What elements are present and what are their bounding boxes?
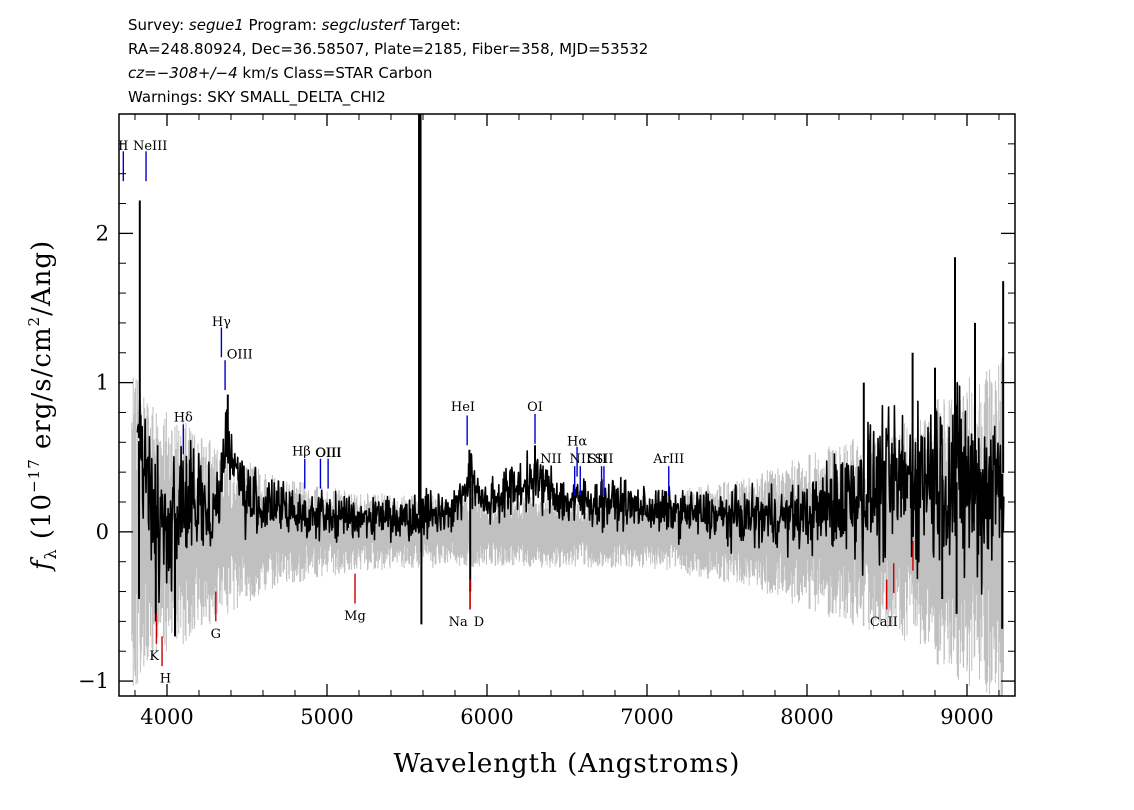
emission-line-label: OI	[527, 400, 543, 415]
emission-line-label: NII	[540, 452, 562, 467]
y-tick-label: 0	[96, 520, 109, 544]
emission-line-label: Hβ	[292, 445, 311, 460]
emission-line-label: Hδ	[174, 410, 193, 425]
absorption-line-label: Mg	[344, 609, 366, 624]
error-spectrum	[131, 357, 1004, 696]
absorption-line-label: K	[149, 649, 159, 664]
absorption-line-label: CaII	[870, 615, 898, 630]
header-line-2: RA=248.80924, Dec=36.58507, Plate=2185, …	[128, 40, 648, 58]
emission-line-label: Hα	[567, 434, 587, 449]
emission-line-label: OIII	[315, 446, 341, 461]
x-tick-label: 6000	[460, 705, 513, 729]
flux-line	[136, 381, 1005, 604]
absorption-line-label: H	[160, 672, 171, 687]
header-line-1: Survey: segue1 Program: segclusterf Targ…	[128, 16, 461, 34]
x-tick-label: 9000	[940, 705, 993, 729]
y-axis-label: fλ (10−17 erg/s/cm2/Ang)	[25, 240, 60, 572]
header-line-4: Warnings: SKY SMALL_DELTA_CHI2	[128, 88, 386, 107]
emission-line-label: NII	[569, 452, 591, 467]
x-tick-label: 8000	[780, 705, 833, 729]
absorption-line-label: Na	[449, 615, 468, 630]
y-tick-label: 2	[96, 221, 109, 245]
x-tick-label: 4000	[140, 705, 193, 729]
emission-line-label: II	[118, 139, 128, 154]
emission-line-label: SII	[588, 452, 607, 467]
emission-line-label: NeIII	[133, 139, 167, 154]
emission-line-label: ArIII	[652, 452, 684, 467]
plot-frame	[118, 113, 1016, 697]
flux-spectrum	[136, 114, 1005, 637]
emission-line-label: OIII	[316, 446, 342, 461]
header: Survey: segue1 Program: segclusterf Targ…	[128, 16, 648, 107]
header-line-3: cz=−308+/−4 km/s Class=STAR Carbon	[128, 64, 432, 82]
x-tick-label: 5000	[300, 705, 353, 729]
y-tick-label: 1	[96, 371, 109, 395]
emission-line-label: SII	[594, 452, 613, 467]
y-tick-label: −1	[78, 669, 109, 693]
axis-ticks: 4000 5000 6000 7000 8000 9000 −1 0 1 2	[78, 114, 1015, 729]
error-envelope	[131, 357, 1004, 696]
x-tick-label: 7000	[620, 705, 673, 729]
emission-line-label: HeI	[451, 400, 475, 415]
absorption-line-label: D	[474, 615, 484, 630]
x-axis-label: Wavelength (Angstroms)	[394, 749, 741, 779]
emission-line-label: Hγ	[212, 315, 231, 330]
absorption-line-label: G	[211, 627, 221, 642]
emission-line-label: OIII	[227, 348, 253, 363]
